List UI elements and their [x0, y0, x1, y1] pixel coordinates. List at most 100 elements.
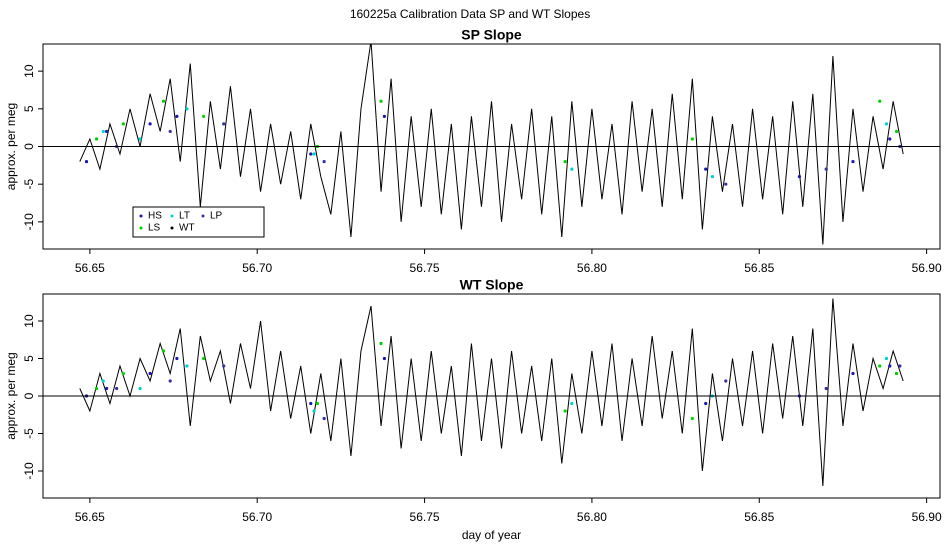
x-tick-label: 56.70: [242, 510, 272, 524]
data-point: [202, 356, 206, 361]
data-point: [148, 122, 152, 126]
data-point: [104, 129, 109, 134]
data-point: [851, 159, 855, 164]
data-point: [710, 175, 715, 179]
data-point: [797, 175, 802, 179]
data-point: [138, 137, 142, 141]
y-tick-label: 0: [22, 392, 36, 399]
data-point: [898, 364, 902, 368]
data-point: [570, 401, 574, 406]
data-point: [382, 114, 386, 118]
data-point: [94, 137, 99, 141]
data-point: [704, 401, 708, 406]
data-point: [121, 122, 125, 126]
data-point: [202, 114, 206, 118]
data-point: [884, 122, 889, 126]
y-tick-label: 0: [22, 143, 36, 150]
y-tick-label: -10: [22, 213, 36, 231]
data-point: [824, 386, 828, 391]
y-axis-label: approx. per meg: [4, 103, 18, 190]
data-point: [161, 349, 166, 353]
data-point: [94, 386, 99, 391]
x-tick-label: 56.80: [577, 261, 607, 275]
data-point: [382, 356, 386, 361]
data-point: [322, 159, 326, 164]
data-point: [704, 167, 708, 171]
plot-frame: [42, 43, 941, 250]
legend-label: LS: [148, 223, 161, 234]
x-tick-label: 56.65: [75, 261, 105, 275]
data-point: [185, 364, 189, 368]
data-point: [175, 356, 179, 361]
data-point: [101, 129, 105, 134]
y-tick-label: 10: [22, 64, 36, 78]
data-point: [115, 386, 119, 391]
y-tick-label: -5: [22, 179, 36, 190]
y-axis-label: approx. per meg: [4, 352, 18, 439]
y-tick-label: -5: [22, 428, 36, 439]
data-point: [121, 371, 125, 376]
legend-box: [132, 206, 265, 238]
x-tick-label: 56.85: [744, 261, 774, 275]
legend-marker: [170, 226, 174, 230]
legend-label: WT: [179, 223, 195, 234]
data-point: [104, 386, 109, 391]
y-tick-label: -10: [22, 462, 36, 480]
data-point: [878, 99, 882, 103]
x-tick-label: 56.75: [410, 261, 440, 275]
series-line: [79, 298, 904, 487]
data-point: [309, 401, 313, 406]
data-point: [84, 159, 89, 164]
y-tick-label: 5: [22, 105, 36, 112]
data-point: [161, 99, 166, 103]
legend-label: LT: [179, 211, 190, 222]
data-point: [312, 409, 316, 413]
data-point: [138, 386, 142, 391]
data-point: [563, 159, 567, 164]
data-point: [570, 167, 574, 171]
data-point: [222, 364, 226, 368]
legend-marker: [170, 214, 174, 218]
plot-area: [79, 298, 904, 487]
data-point: [894, 371, 899, 376]
x-tick-label: 56.80: [577, 510, 607, 524]
data-point: [888, 137, 892, 141]
super-title: 160225a Calibration Data SP and WT Slope…: [350, 7, 590, 21]
x-tick-label: 56.65: [75, 510, 105, 524]
data-point: [824, 167, 828, 171]
y-tick-label: 10: [22, 314, 36, 328]
x-axis-label: day of year: [462, 528, 521, 542]
data-point: [175, 114, 179, 118]
data-point: [878, 364, 882, 368]
data-point: [894, 129, 899, 134]
data-point: [148, 371, 152, 376]
x-tick-label: 56.70: [242, 261, 272, 275]
legend-marker: [201, 214, 205, 218]
data-point: [168, 379, 172, 383]
data-point: [563, 409, 567, 413]
data-point: [168, 129, 172, 134]
chart-title: WT Slope: [460, 277, 524, 293]
legend-marker: [139, 226, 143, 230]
data-point: [690, 137, 694, 141]
legend-label: HS: [148, 211, 162, 222]
chart-title: SP Slope: [461, 27, 522, 43]
x-tick-label: 56.85: [744, 510, 774, 524]
plot-frame: [42, 293, 941, 499]
x-tick-label: 56.90: [912, 261, 942, 275]
data-point: [312, 152, 316, 156]
data-point: [101, 379, 105, 383]
data-point: [322, 416, 326, 421]
data-point: [379, 99, 383, 103]
data-point: [724, 182, 728, 186]
legend-marker: [139, 214, 143, 218]
data-point: [724, 379, 728, 383]
data-point: [884, 356, 889, 361]
x-tick-label: 56.90: [912, 510, 942, 524]
data-point: [888, 364, 892, 368]
y-tick-label: 5: [22, 355, 36, 362]
data-point: [690, 416, 694, 421]
data-point: [185, 107, 189, 111]
data-point: [315, 401, 320, 406]
